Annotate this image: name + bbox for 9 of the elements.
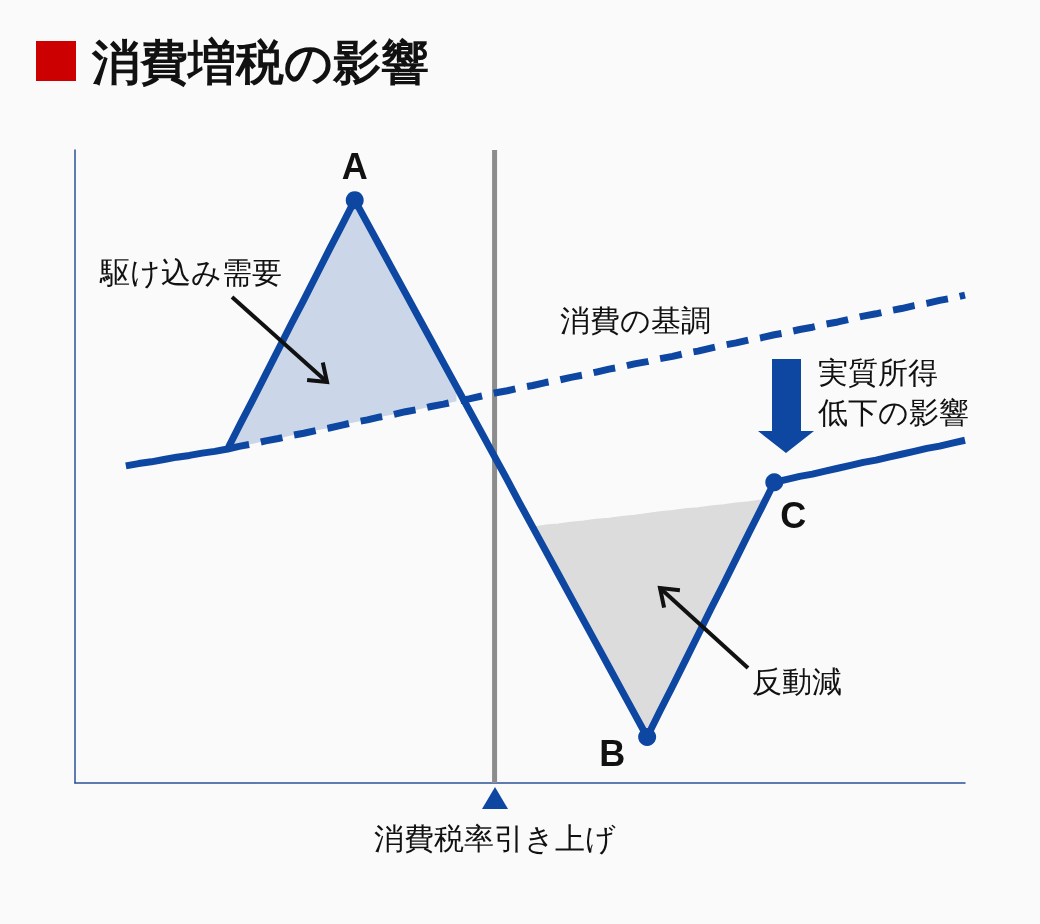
annotation: 実質所得低下の影響 <box>818 354 969 430</box>
annotation: C <box>780 494 807 536</box>
annotation: B <box>599 733 626 775</box>
annotation: A <box>341 145 368 187</box>
series-label: 消費の基調 <box>559 302 711 338</box>
text: 消費税率引き上げ <box>373 820 616 856</box>
annotation: 反動減 <box>752 663 842 699</box>
chart-title: 消費増税の影響 <box>92 33 429 91</box>
annotation: 駆け込み需要 <box>99 254 282 290</box>
